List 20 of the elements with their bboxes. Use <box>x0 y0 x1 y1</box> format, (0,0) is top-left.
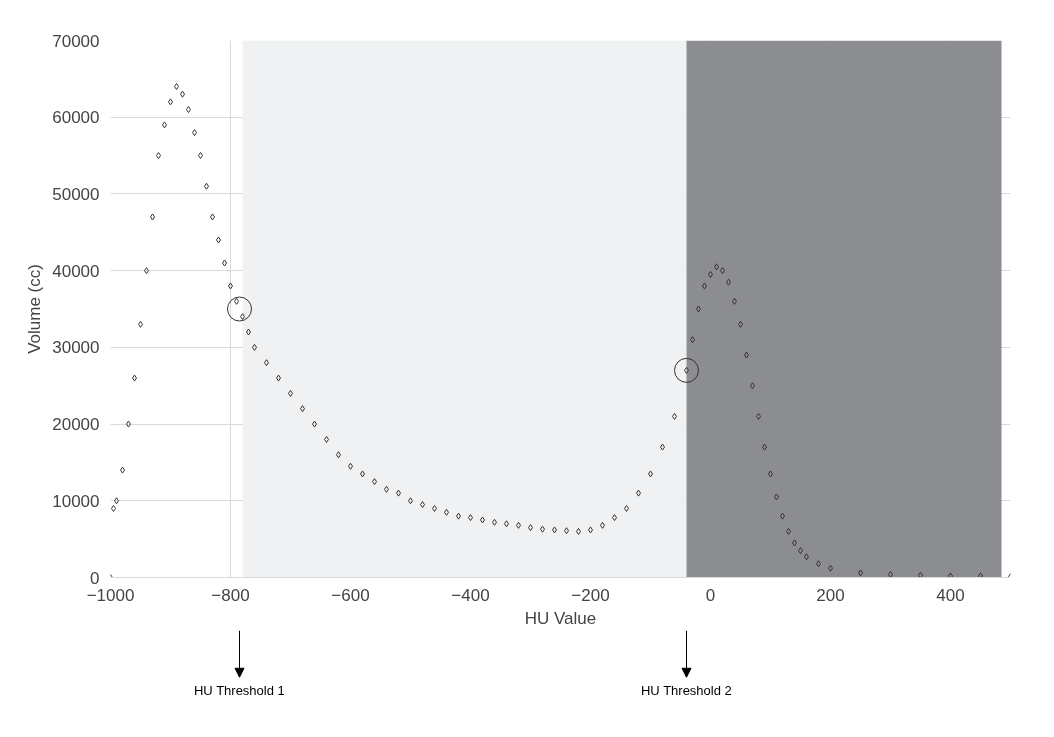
x-tick-label: 400 <box>936 585 965 605</box>
x-tick-label: −1000 <box>86 585 135 605</box>
y-tick-label: 30000 <box>52 338 100 358</box>
y-tick-label: 0 <box>90 568 100 588</box>
x-axis-title: HU Value <box>524 608 597 628</box>
x-tick-label: 0 <box>705 585 716 605</box>
x-tick-label: −200 <box>571 585 610 605</box>
x-tick-label: −600 <box>331 585 370 605</box>
x-tick-label: 200 <box>816 585 845 605</box>
y-tick-label: 70000 <box>52 31 100 51</box>
y-tick-label: 50000 <box>52 184 100 204</box>
x-tick-label: −400 <box>451 585 490 605</box>
y-tick-label: 40000 <box>52 261 100 281</box>
text: HU Threshold 1 <box>193 682 285 698</box>
text: HU Threshold 2 <box>640 682 732 698</box>
x-tick-label: −800 <box>211 585 250 605</box>
y-axis-title: Volume (cc) <box>25 264 45 354</box>
y-tick-label: 20000 <box>52 415 100 435</box>
y-tick-label: 60000 <box>52 108 100 128</box>
y-tick-label: 10000 <box>52 491 100 511</box>
